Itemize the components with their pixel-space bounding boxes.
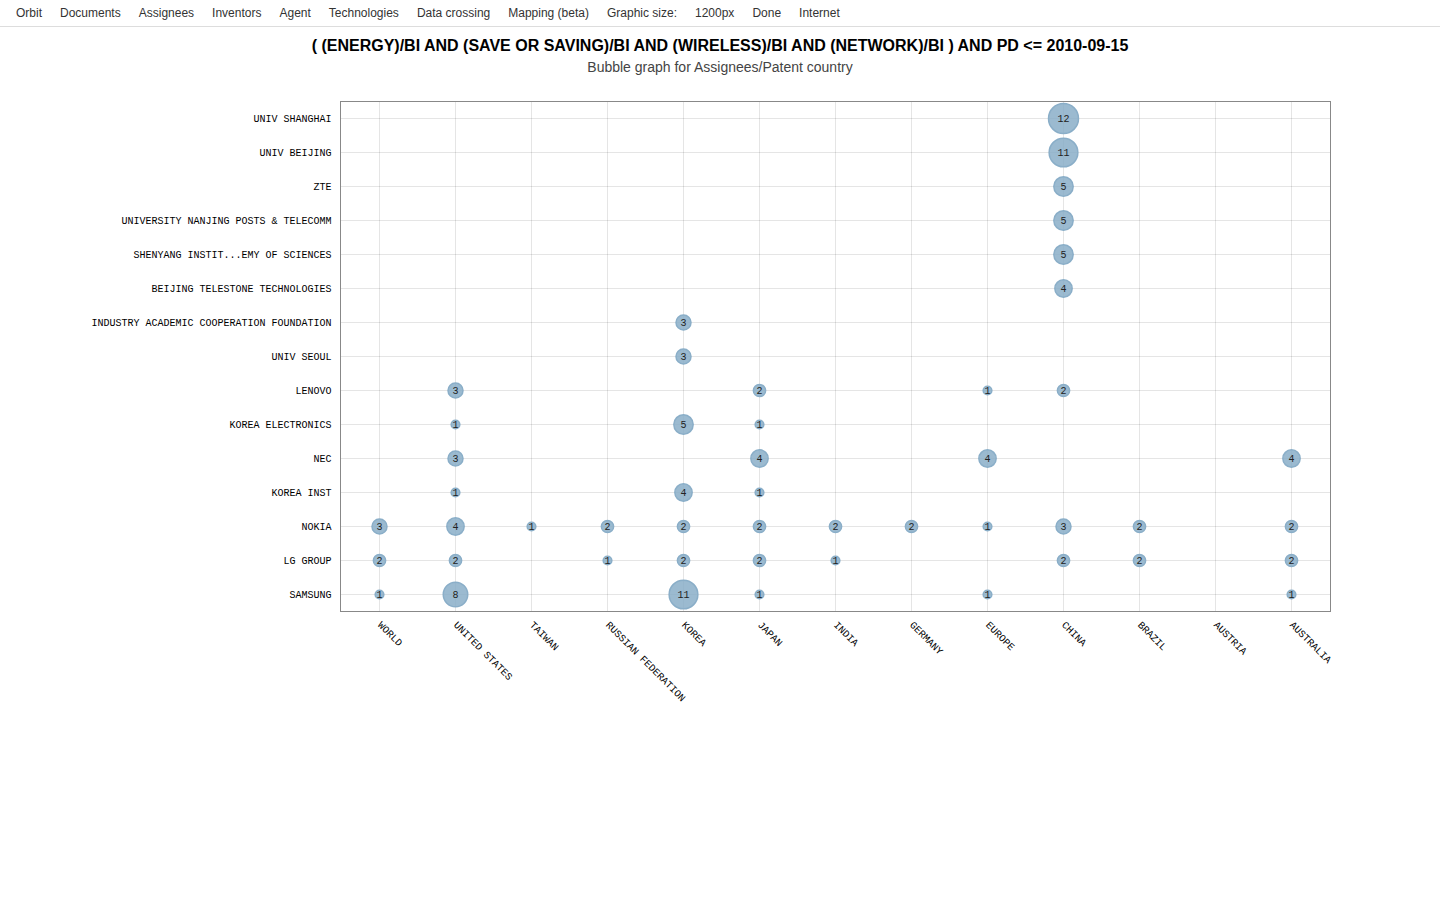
svg-text:1: 1	[604, 556, 610, 567]
svg-text:NOKIA: NOKIA	[301, 522, 331, 533]
svg-text:4: 4	[1060, 284, 1066, 295]
svg-text:4: 4	[680, 488, 686, 499]
svg-text:2: 2	[680, 556, 686, 567]
svg-text:3: 3	[680, 318, 686, 329]
svg-text:1: 1	[832, 556, 838, 567]
svg-text:1: 1	[984, 590, 990, 601]
svg-text:2: 2	[680, 522, 686, 533]
html-text:Technologies: Technologies	[328, 6, 399, 20]
html-text:( (ENERGY)/BI AND (SAVE OR SAV: ( (ENERGY)/BI AND (SAVE OR SAVING)/BI AN…	[311, 37, 1129, 54]
svg-text:8: 8	[452, 590, 458, 601]
svg-text:4: 4	[1288, 454, 1294, 465]
svg-text:3: 3	[452, 454, 458, 465]
svg-text:WORLD: WORLD	[375, 620, 404, 649]
svg-text:2: 2	[756, 386, 762, 397]
svg-text:5: 5	[1060, 216, 1066, 227]
svg-text:LG GROUP: LG GROUP	[283, 556, 331, 567]
svg-text:5: 5	[1060, 250, 1066, 261]
svg-text:KOREA INST: KOREA INST	[271, 488, 331, 499]
svg-text:1: 1	[756, 488, 762, 499]
svg-text:2: 2	[756, 556, 762, 567]
svg-text:1: 1	[756, 420, 762, 431]
svg-text:KOREA: KOREA	[679, 620, 708, 649]
html-text:Documents: Documents	[60, 6, 121, 20]
svg-text:3: 3	[680, 352, 686, 363]
html-text:Internet: Internet	[799, 6, 840, 20]
svg-text:NEC: NEC	[313, 454, 331, 465]
svg-text:5: 5	[680, 420, 686, 431]
svg-text:12: 12	[1057, 114, 1069, 125]
svg-text:2: 2	[756, 522, 762, 533]
svg-text:1: 1	[984, 522, 990, 533]
html-text:Data crossing: Data crossing	[416, 6, 491, 20]
svg-text:UNIV SEOUL: UNIV SEOUL	[271, 352, 331, 363]
svg-text:1: 1	[756, 590, 762, 601]
svg-text:2: 2	[1060, 386, 1066, 397]
svg-text:ZTE: ZTE	[313, 182, 331, 193]
svg-text:JAPAN: JAPAN	[755, 620, 784, 649]
svg-text:KOREA ELECTRONICS: KOREA ELECTRONICS	[229, 420, 331, 431]
svg-text:1: 1	[1288, 590, 1294, 601]
svg-text:INDUSTRY ACADEMIC COOPERATION: INDUSTRY ACADEMIC COOPERATION FOUNDATION	[91, 318, 331, 329]
svg-text:SAMSUNG: SAMSUNG	[289, 590, 331, 601]
svg-text:3: 3	[376, 522, 382, 533]
svg-text:2: 2	[908, 522, 914, 533]
html-text:Mapping (beta): Mapping (beta)	[508, 6, 589, 20]
svg-text:UNIV SHANGHAI: UNIV SHANGHAI	[253, 114, 331, 125]
svg-text:BRAZIL: BRAZIL	[1135, 620, 1168, 653]
html-text:Graphic size:: Graphic size:	[607, 6, 677, 20]
svg-text:UNIVERSITY NANJING POSTS & TEL: UNIVERSITY NANJING POSTS & TELECOMM	[121, 216, 331, 227]
svg-text:1: 1	[528, 522, 534, 533]
svg-text:2: 2	[1136, 522, 1142, 533]
svg-text:4: 4	[756, 454, 762, 465]
svg-text:INDIA: INDIA	[831, 620, 860, 649]
svg-text:1: 1	[376, 590, 382, 601]
svg-text:2: 2	[452, 556, 458, 567]
html-text:Bubble graph for Assignees/Pat: Bubble graph for Assignees/Patent countr…	[587, 59, 853, 75]
svg-text:LENOVO: LENOVO	[295, 386, 331, 397]
html-text:Orbit: Orbit	[16, 6, 42, 20]
svg-text:BEIJING TELESTONE TECHNOLOGIES: BEIJING TELESTONE TECHNOLOGIES	[151, 284, 331, 295]
svg-text:3: 3	[452, 386, 458, 397]
svg-text:2: 2	[1288, 522, 1294, 533]
svg-text:EUROPE: EUROPE	[983, 620, 1016, 653]
svg-text:11: 11	[677, 590, 689, 601]
svg-text:AUSTRALIA: AUSTRALIA	[1287, 620, 1333, 666]
svg-text:1: 1	[452, 488, 458, 499]
svg-text:2: 2	[832, 522, 838, 533]
svg-text:SHENYANG INSTIT...EMY OF SCIEN: SHENYANG INSTIT...EMY OF SCIENCES	[133, 250, 331, 261]
html-text:Inventors: Inventors	[212, 6, 262, 20]
svg-text:1: 1	[452, 420, 458, 431]
svg-text:RUSSIAN FEDERATION: RUSSIAN FEDERATION	[603, 620, 687, 704]
svg-text:AUSTRIA: AUSTRIA	[1211, 620, 1248, 657]
svg-text:5: 5	[1060, 182, 1066, 193]
svg-text:2: 2	[1136, 556, 1142, 567]
svg-text:2: 2	[1060, 556, 1066, 567]
svg-text:4: 4	[452, 522, 458, 533]
svg-text:GERMANY: GERMANY	[907, 620, 944, 657]
svg-text:2: 2	[1288, 556, 1294, 567]
svg-text:TAIWAN: TAIWAN	[527, 620, 560, 653]
svg-text:1: 1	[984, 386, 990, 397]
svg-text:UNIV BEIJING: UNIV BEIJING	[259, 148, 331, 159]
svg-text:4: 4	[984, 454, 990, 465]
svg-text:2: 2	[604, 522, 610, 533]
html-text:Done: Done	[752, 6, 782, 20]
svg-text:CHINA: CHINA	[1059, 620, 1088, 649]
svg-text:3: 3	[1060, 522, 1066, 533]
html-text:1200px: 1200px	[695, 6, 735, 20]
html-text:Agent: Agent	[279, 6, 311, 20]
svg-text:UNITED STATES: UNITED STATES	[451, 620, 514, 683]
html-text:Assignees: Assignees	[138, 6, 195, 20]
svg-text:11: 11	[1057, 148, 1069, 159]
svg-text:2: 2	[376, 556, 382, 567]
